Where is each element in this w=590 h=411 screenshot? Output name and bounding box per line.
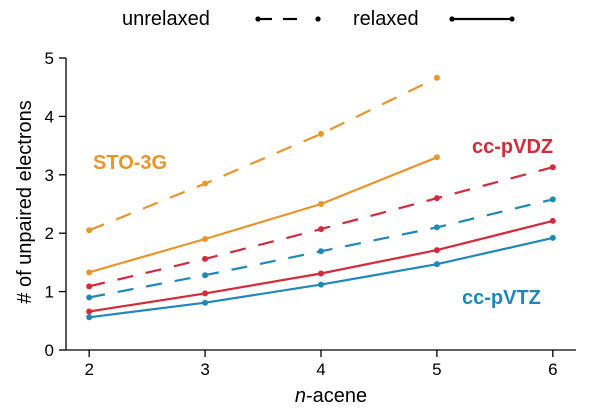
series-line-sto-3g-unrelaxed bbox=[88, 76, 438, 232]
data-point-cc-pvdz-unrelaxed bbox=[86, 283, 93, 290]
y-tick-label: 2 bbox=[45, 224, 54, 243]
data-point-cc-pvtz-relaxed bbox=[433, 261, 440, 268]
data-point-cc-pvtz-unrelaxed bbox=[318, 248, 324, 255]
series-cc-pvtz-relaxed bbox=[86, 234, 556, 321]
data-point-cc-pvdz-relaxed bbox=[202, 290, 209, 297]
x-tick-label: 5 bbox=[432, 360, 441, 379]
x-axis-title-italic: n bbox=[295, 385, 306, 407]
legend: unrelaxed relaxed bbox=[122, 8, 515, 30]
data-point-sto-3g-relaxed bbox=[318, 201, 324, 207]
data-point-cc-pvtz-unrelaxed bbox=[86, 294, 93, 301]
data-point-sto-3g-unrelaxed bbox=[318, 130, 324, 137]
data-point-sto-3g-relaxed bbox=[433, 154, 440, 161]
x-tick-label: 3 bbox=[200, 360, 209, 379]
x-tick-label: 6 bbox=[548, 360, 557, 379]
legend-label-unrelaxed: unrelaxed bbox=[122, 8, 210, 30]
y-tick-label: 5 bbox=[45, 49, 54, 68]
series-sto-3g-relaxed bbox=[86, 154, 440, 276]
data-point-sto-3g-unrelaxed bbox=[86, 227, 93, 234]
data-point-cc-pvtz-unrelaxed bbox=[433, 224, 440, 231]
data-point-cc-pvdz-unrelaxed bbox=[202, 255, 209, 262]
data-point-cc-pvtz-unrelaxed bbox=[202, 272, 209, 279]
series-layer bbox=[86, 74, 556, 321]
y-ticks: 0 1 2 3 4 5 bbox=[45, 49, 66, 360]
series-cc-pvdz-unrelaxed bbox=[86, 164, 556, 290]
axes: 0 1 2 3 4 5 2 3 4 5 6 bbox=[45, 49, 576, 379]
data-point-cc-pvdz-unrelaxed bbox=[433, 195, 440, 202]
x-tick-label: 4 bbox=[316, 360, 325, 379]
data-point-cc-pvtz-relaxed bbox=[86, 314, 93, 321]
y-tick-label: 0 bbox=[45, 341, 54, 360]
data-point-sto-3g-relaxed bbox=[86, 269, 93, 276]
series-cc-pvdz-relaxed bbox=[86, 217, 556, 315]
x-ticks: 2 3 4 5 6 bbox=[84, 350, 558, 379]
annotation-cc-pvdz: cc-pVDZ bbox=[472, 136, 553, 158]
data-point-sto-3g-unrelaxed bbox=[433, 74, 440, 81]
data-point-cc-pvdz-relaxed bbox=[549, 217, 556, 224]
data-point-cc-pvdz-relaxed bbox=[86, 308, 93, 315]
series-sto-3g-unrelaxed bbox=[86, 74, 440, 234]
data-point-cc-pvdz-unrelaxed bbox=[549, 164, 556, 171]
y-tick-label: 3 bbox=[45, 166, 54, 185]
series-cc-pvtz-unrelaxed bbox=[86, 196, 556, 301]
data-point-sto-3g-relaxed bbox=[202, 236, 209, 243]
data-point-sto-3g-unrelaxed bbox=[202, 180, 209, 187]
y-tick-label: 4 bbox=[45, 107, 54, 126]
x-tick-label: 2 bbox=[84, 360, 93, 379]
annotation-sto-3g: STO-3G bbox=[93, 152, 167, 174]
annotation-cc-pvtz: cc-pVTZ bbox=[462, 287, 541, 309]
data-point-cc-pvtz-relaxed bbox=[202, 299, 209, 306]
data-point-cc-pvtz-relaxed bbox=[318, 281, 324, 288]
y-axis-title: # of unpaired electrons bbox=[14, 100, 36, 303]
legend-swatch-relaxed bbox=[449, 16, 515, 22]
data-point-cc-pvtz-relaxed bbox=[549, 234, 556, 241]
data-point-cc-pvdz-relaxed bbox=[433, 247, 440, 254]
y-tick-label: 1 bbox=[45, 283, 54, 302]
series-line-sto-3g-relaxed bbox=[88, 156, 438, 274]
x-axis-title: n-acene bbox=[295, 385, 367, 407]
legend-swatch-unrelaxed bbox=[255, 16, 321, 22]
data-point-cc-pvdz-unrelaxed bbox=[318, 226, 324, 233]
data-point-cc-pvtz-unrelaxed bbox=[549, 196, 556, 203]
x-axis-title-rest: -acene bbox=[306, 385, 367, 407]
data-point-cc-pvdz-relaxed bbox=[318, 270, 324, 277]
legend-label-relaxed: relaxed bbox=[353, 8, 419, 30]
